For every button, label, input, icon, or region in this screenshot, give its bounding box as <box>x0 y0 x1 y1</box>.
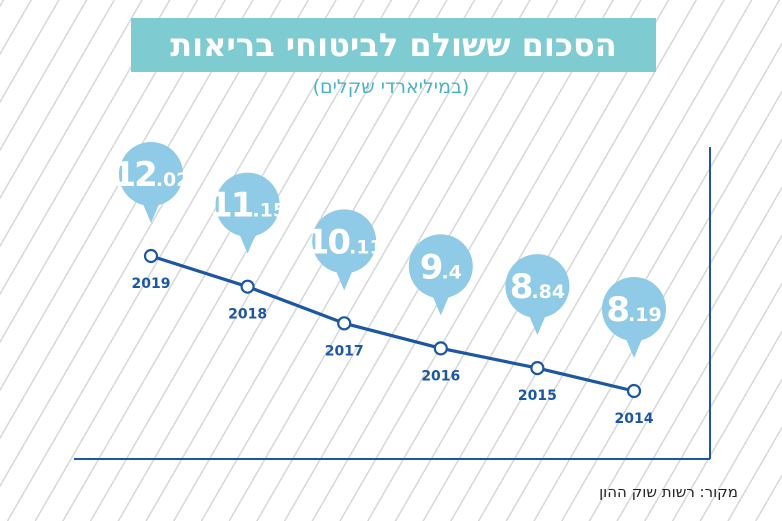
year-label-2019: 2019 <box>132 276 171 292</box>
chart-subtitle: (במיליארדי שקלים) <box>312 76 470 98</box>
data-label-dec: .02 <box>156 169 190 191</box>
bubble-pointer <box>432 296 449 316</box>
year-label-2015: 2015 <box>518 388 557 404</box>
chart-title: הסכום ששולם לביטוחי בריאות <box>170 26 617 64</box>
data-label-dec: .84 <box>531 281 565 303</box>
data-label-2019: 12.02 <box>113 155 190 195</box>
series-line <box>149 254 636 393</box>
bubble-pointer <box>626 339 642 358</box>
data-label-int: 12 <box>113 155 156 195</box>
bubble-circle <box>312 209 377 274</box>
year-label-2014: 2014 <box>615 411 654 427</box>
source-note: מקור: רשות שוק ההון <box>599 483 738 501</box>
data-point-2017 <box>337 316 352 331</box>
value-bubble-2015: 8.84 <box>505 254 570 336</box>
bubble-circle <box>408 234 473 299</box>
bubble-circle <box>602 277 666 341</box>
value-bubble-2016: 9.4 <box>408 234 473 316</box>
data-label-2017: 10.11 <box>306 222 383 262</box>
year-label-2016: 2016 <box>421 368 460 384</box>
data-label-dec: .15 <box>252 200 286 222</box>
data-point-2014 <box>626 383 642 399</box>
bubble-pointer <box>143 204 159 223</box>
data-label-2016: 9.4 <box>420 247 462 287</box>
data-label-2014: 8.19 <box>606 290 661 330</box>
value-bubble-2018: 11.15 <box>209 172 286 254</box>
value-bubble-2017: 10.11 <box>306 209 383 291</box>
data-point-2019 <box>143 248 159 264</box>
bubble-circle <box>119 142 183 206</box>
bubble-circle <box>505 254 570 319</box>
data-point-2016 <box>433 341 448 356</box>
year-label-2017: 2017 <box>325 343 364 359</box>
data-label-int: 8 <box>606 290 628 330</box>
title-banner: הסכום ששולם לביטוחי בריאות <box>131 18 656 72</box>
value-bubble-2019: 12.02 <box>113 142 190 223</box>
year-label-2018: 2018 <box>228 307 267 323</box>
data-label-int: 9 <box>420 247 442 287</box>
data-label-dec: .4 <box>441 261 461 283</box>
bubble-circle <box>215 172 280 237</box>
bubble-pointer <box>529 316 546 336</box>
bubble-pointer <box>239 234 256 254</box>
data-label-int: 8 <box>510 267 532 307</box>
data-label-dec: .11 <box>349 236 383 258</box>
data-label-int: 10 <box>306 222 351 262</box>
data-label-2018: 11.15 <box>209 186 286 226</box>
data-point-2015 <box>530 360 545 376</box>
value-bubble-2014: 8.19 <box>602 277 666 358</box>
bubble-pointer <box>336 271 353 291</box>
data-label-2015: 8.84 <box>510 267 565 307</box>
data-label-int: 11 <box>209 186 253 226</box>
data-label-dec: .19 <box>628 304 662 326</box>
data-point-2018 <box>240 279 255 294</box>
